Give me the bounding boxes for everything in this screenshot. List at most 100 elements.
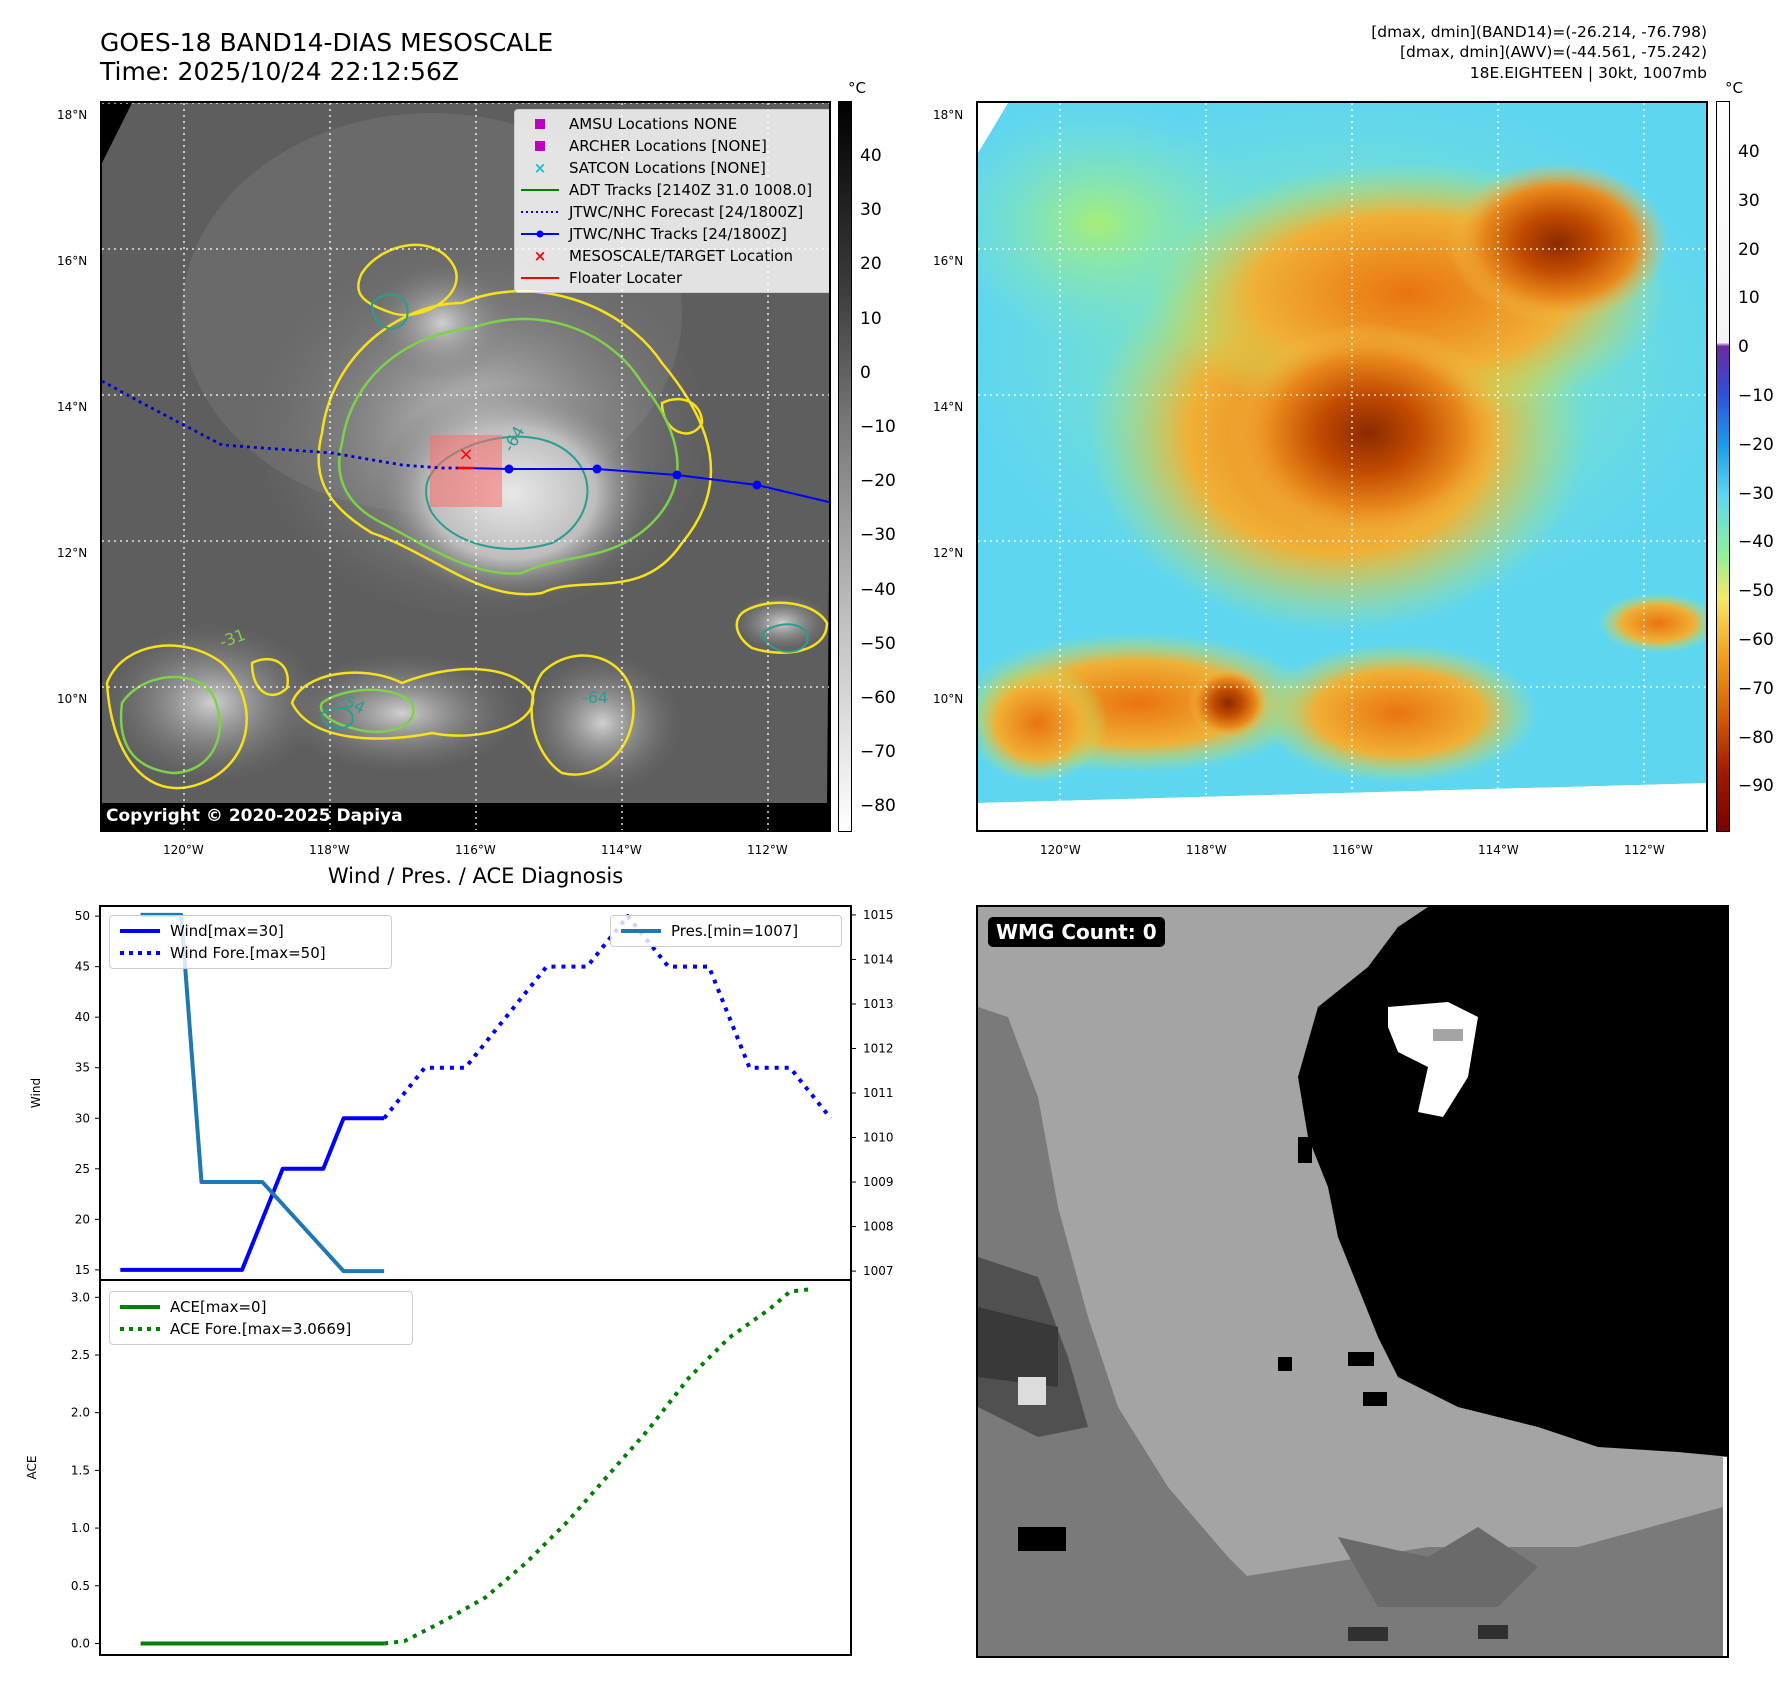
colorbar-tick: 20 bbox=[1738, 239, 1760, 260]
lon-label: 114°W bbox=[1478, 843, 1519, 857]
awv-map-image bbox=[978, 103, 1706, 830]
ace-tick-label: 1.0 bbox=[71, 1521, 90, 1535]
wind-tick-label: 45 bbox=[75, 960, 90, 974]
colorbar-tick: −10 bbox=[1738, 386, 1774, 406]
wind-tick-label: 25 bbox=[75, 1162, 90, 1176]
stats-line2: [dmax, dmin](AWV)=(-44.561, -75.242) bbox=[1400, 43, 1707, 61]
pressure-tick-label: 1009 bbox=[863, 1175, 894, 1189]
legend-symbol-icon bbox=[535, 119, 545, 129]
lat-label: 18°N bbox=[933, 108, 964, 122]
awv-map-panel bbox=[976, 101, 1708, 832]
lat-label: 16°N bbox=[933, 254, 964, 268]
ace-tick-label: 0.0 bbox=[71, 1636, 90, 1650]
legend-item: ADT Tracks [2140Z 31.0 1008.0] bbox=[519, 179, 829, 201]
ace-tick-label: 3.0 bbox=[71, 1290, 90, 1304]
lat-label: 10°N bbox=[933, 692, 964, 706]
legend-label: MESOSCALE/TARGET Location bbox=[569, 247, 794, 265]
contour-label: -64 bbox=[582, 688, 608, 707]
ir-map-panel: × -64 -31 -54 -64 Copyright © 2020-2025 … bbox=[100, 101, 831, 832]
legend-symbol-icon bbox=[521, 230, 559, 238]
ace-legend: ACE[max=0] ACE Fore.[max=3.0669] bbox=[109, 1291, 413, 1345]
wind-line bbox=[120, 1116, 385, 1272]
colorbar-tick: 40 bbox=[860, 146, 882, 166]
legend-wind-forecast: Wind Fore.[max=50] bbox=[170, 944, 326, 962]
colorbar-tick: −50 bbox=[860, 633, 896, 654]
ace-forecast-line bbox=[383, 1287, 811, 1646]
legend-item: JTWC/NHC Forecast [24/1800Z] bbox=[519, 201, 829, 223]
legend-label: JTWC/NHC Forecast [24/1800Z] bbox=[569, 203, 804, 221]
colorbar-tick: 0 bbox=[860, 362, 871, 383]
colorbar-tick: −20 bbox=[860, 471, 896, 492]
legend-symbol-icon: × bbox=[534, 247, 547, 265]
lat-label: 12°N bbox=[57, 546, 88, 560]
lon-label: 120°W bbox=[1040, 843, 1081, 857]
wind-tick-label: 40 bbox=[75, 1010, 90, 1024]
wind-tick-label: 20 bbox=[75, 1212, 90, 1226]
colorbar-tick: −80 bbox=[860, 796, 896, 817]
legend-label: Floater Locater bbox=[569, 269, 683, 287]
colorbar-tick: 10 bbox=[1738, 288, 1760, 309]
best-track-line bbox=[463, 467, 829, 504]
ace-axis-label: ACE bbox=[25, 1456, 39, 1480]
legend-item: Floater Locater bbox=[519, 267, 829, 289]
lon-label: 116°W bbox=[455, 843, 496, 857]
ace-tick-label: 1.5 bbox=[71, 1463, 90, 1477]
colorbar-tick: 0 bbox=[1738, 337, 1749, 358]
lat-label: 16°N bbox=[57, 254, 88, 268]
colorbar-tick: 10 bbox=[860, 308, 882, 329]
legend-symbol-icon bbox=[535, 141, 545, 151]
colorbar-tick: −70 bbox=[860, 742, 896, 763]
lat-label: 14°N bbox=[57, 400, 88, 414]
legend-label: JTWC/NHC Tracks [24/1800Z] bbox=[569, 225, 787, 243]
floater-target-box bbox=[430, 435, 502, 507]
lon-label: 118°W bbox=[309, 843, 350, 857]
colorbar-unit: °C bbox=[848, 79, 866, 97]
diagnosis-chart: 15 20 25 30 35 40 45 50 1007 1008 1009 1010 1011 1012… bbox=[25, 905, 894, 1656]
legend-item: × SATCON Locations [NONE] bbox=[519, 157, 829, 179]
pressure-legend: Pres.[min=1007] bbox=[610, 915, 842, 947]
svg-text:×: × bbox=[534, 247, 547, 265]
pressure-tick-label: 1008 bbox=[863, 1220, 894, 1234]
svg-text:×: × bbox=[534, 159, 547, 177]
ace-tick-label: 2.5 bbox=[71, 1348, 90, 1362]
lon-label: 118°W bbox=[1186, 843, 1227, 857]
forecast-track-line bbox=[102, 379, 464, 470]
lon-label: 112°W bbox=[747, 843, 788, 857]
lat-label: 18°N bbox=[57, 108, 88, 122]
legend-item: ARCHER Locations [NONE] bbox=[519, 135, 829, 157]
wind-tick-label: 30 bbox=[75, 1111, 90, 1125]
legend-label: ADT Tracks [2140Z 31.0 1008.0] bbox=[569, 181, 813, 199]
colorbar-unit: °C bbox=[1725, 79, 1743, 97]
colorbar-tick: −10 bbox=[860, 417, 896, 437]
colorbar-tick: 40 bbox=[1738, 142, 1760, 162]
ace-tick-label: 2.0 bbox=[71, 1406, 90, 1420]
legend-symbol-icon: × bbox=[534, 159, 547, 177]
lon-label: 120°W bbox=[163, 843, 204, 857]
legend-pressure: Pres.[min=1007] bbox=[671, 922, 799, 940]
colorbar-tick: −30 bbox=[860, 525, 896, 546]
target-x-marker: × bbox=[458, 444, 473, 465]
legend-symbol-icon bbox=[521, 277, 559, 279]
legend-label: ARCHER Locations [NONE] bbox=[569, 137, 767, 155]
legend-wind: Wind[max=30] bbox=[170, 922, 284, 940]
colorbar-tick: −90 bbox=[1738, 776, 1774, 797]
colorbar-tick: 20 bbox=[860, 254, 882, 275]
wmg-image bbox=[978, 907, 1727, 1656]
legend-item: × MESOSCALE/TARGET Location bbox=[519, 245, 829, 267]
legend-symbol-icon bbox=[521, 189, 559, 191]
pressure-tick-label: 1013 bbox=[863, 997, 894, 1011]
pressure-tick-label: 1012 bbox=[863, 1041, 894, 1055]
pressure-tick-label: 1015 bbox=[863, 908, 894, 922]
colorbar-tick: −60 bbox=[1738, 630, 1774, 650]
pressure-tick-label: 1014 bbox=[863, 952, 894, 966]
pressure-tick-label: 1011 bbox=[863, 1086, 894, 1100]
wind-forecast-line bbox=[382, 914, 833, 1120]
ace-tick-label: 0.5 bbox=[71, 1579, 90, 1593]
wind-tick-label: 35 bbox=[75, 1061, 90, 1075]
legend-item: JTWC/NHC Tracks [24/1800Z] bbox=[519, 223, 829, 245]
legend-ace: ACE[max=0] bbox=[170, 1298, 267, 1316]
pressure-tick-label: 1010 bbox=[863, 1131, 894, 1145]
wmg-panel: WMG Count: 0 bbox=[976, 905, 1729, 1658]
colorbar-tick: −50 bbox=[1738, 581, 1774, 602]
colorbar-tick: −60 bbox=[860, 688, 896, 708]
